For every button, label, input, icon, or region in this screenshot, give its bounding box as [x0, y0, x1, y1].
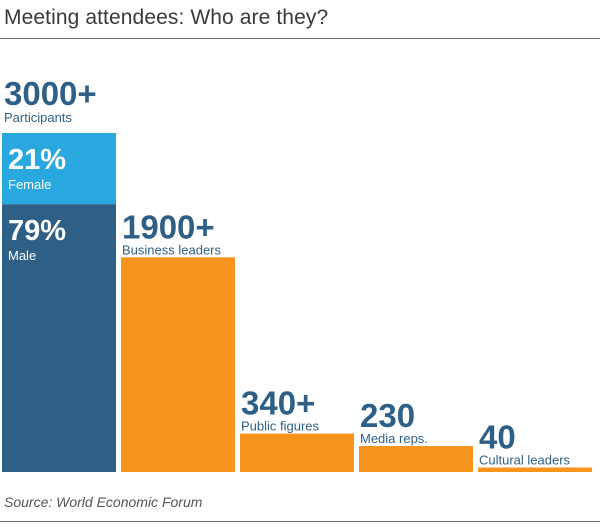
title-divider	[0, 38, 600, 39]
male-category-label: Male	[8, 248, 36, 263]
category-label-public-figures: Public figures	[241, 419, 320, 434]
value-label-cultural-leaders: 40	[479, 418, 516, 455]
male-value-label: 79%	[8, 215, 66, 247]
total-value-label: 3000+	[4, 75, 97, 112]
category-label-business-leaders: Business leaders	[122, 242, 221, 257]
bar-male	[2, 204, 116, 472]
bar-media-reps	[359, 446, 473, 472]
bar-public-figures	[240, 433, 354, 472]
value-label-public-figures: 340+	[241, 385, 315, 422]
value-label-media-reps: 230	[360, 397, 415, 434]
source-note: Source: World Economic Forum	[4, 494, 203, 510]
female-category-label: Female	[8, 177, 51, 192]
female-value-label: 21%	[8, 144, 66, 176]
bottom-divider	[0, 521, 600, 522]
bar-business-leaders	[121, 257, 235, 472]
chart-title: Meeting attendees: Who are they?	[4, 6, 329, 29]
category-label-media-reps: Media reps.	[360, 431, 428, 446]
category-label-cultural-leaders: Cultural leaders	[479, 452, 571, 467]
value-label-business-leaders: 1900+	[122, 208, 215, 245]
total-category-label: Participants	[4, 110, 72, 125]
bar-female	[2, 133, 116, 205]
bar-cultural-leaders	[478, 467, 592, 472]
bar-chart: 3000+Participants 21%Female 79%Male 1900+Bu…	[2, 75, 592, 472]
